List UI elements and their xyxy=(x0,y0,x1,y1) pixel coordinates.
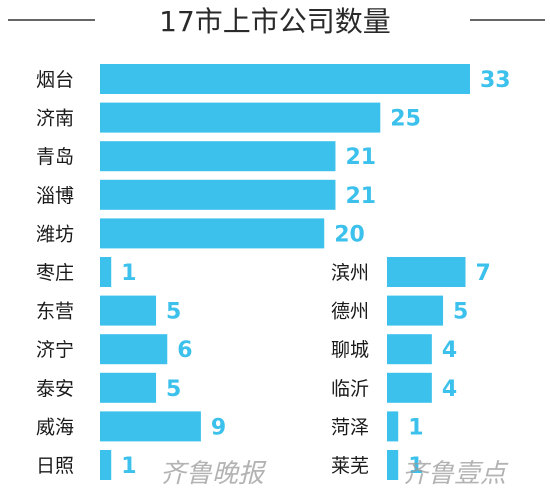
category-label: 临沂 xyxy=(331,378,369,400)
bar xyxy=(100,64,470,94)
bar xyxy=(387,411,399,442)
value-label: 20 xyxy=(334,222,365,247)
category-label: 烟台 xyxy=(36,69,74,91)
chart-title: 17市上市公司数量 xyxy=(159,5,391,38)
bar xyxy=(100,179,336,210)
bar xyxy=(387,450,399,480)
bar xyxy=(100,411,201,442)
bar xyxy=(387,334,432,365)
value-label: 1 xyxy=(121,454,136,479)
category-label: 聊城 xyxy=(331,339,369,361)
value-label: 25 xyxy=(390,107,421,132)
chart-marks: 烟台 33 济南 25 青岛 21 淄博 21 潍坊 20 枣庄 1 东营 5 济宁 6 泰安 5 威海 9 日照 1 滨州… xyxy=(36,64,511,480)
watermark-right: 齐鲁壹点 xyxy=(402,459,509,489)
bar xyxy=(100,102,381,133)
bar xyxy=(100,372,157,403)
category-label: 泰安 xyxy=(36,378,74,400)
bar xyxy=(100,141,336,172)
value-label: 7 xyxy=(475,261,490,286)
value-label: 6 xyxy=(177,338,192,363)
watermark: 齐鲁晚报 齐鲁壹点 xyxy=(160,459,509,489)
value-label: 1 xyxy=(121,261,136,286)
bar xyxy=(100,334,168,365)
category-label: 威海 xyxy=(36,416,74,438)
bar xyxy=(387,295,444,326)
category-label: 菏泽 xyxy=(331,416,369,438)
category-label: 德州 xyxy=(331,301,369,323)
bar xyxy=(387,257,466,287)
category-label: 济宁 xyxy=(36,339,74,361)
watermark-left: 齐鲁晚报 xyxy=(160,459,267,489)
value-label: 5 xyxy=(166,377,181,402)
category-label: 青岛 xyxy=(36,146,74,168)
category-label: 潍坊 xyxy=(36,223,74,245)
value-label: 1 xyxy=(408,415,423,440)
bar xyxy=(100,218,325,249)
value-label: 5 xyxy=(453,300,468,325)
value-label: 1 xyxy=(408,454,423,479)
category-label: 枣庄 xyxy=(36,262,74,284)
value-label: 4 xyxy=(442,377,457,402)
value-label: 21 xyxy=(345,145,376,170)
value-label: 21 xyxy=(345,184,376,209)
category-label: 日照 xyxy=(36,455,74,477)
value-label: 4 xyxy=(442,338,457,363)
bar xyxy=(100,295,157,326)
bar xyxy=(100,450,112,480)
category-label: 济南 xyxy=(36,108,74,130)
category-label: 东营 xyxy=(36,301,74,323)
category-label: 滨州 xyxy=(331,262,369,284)
category-label: 淄博 xyxy=(36,185,74,207)
value-label: 9 xyxy=(211,415,226,440)
value-label: 5 xyxy=(166,300,181,325)
bar xyxy=(100,257,112,287)
category-label: 莱芜 xyxy=(331,455,369,477)
value-label: 33 xyxy=(480,68,511,93)
bar xyxy=(387,372,432,403)
